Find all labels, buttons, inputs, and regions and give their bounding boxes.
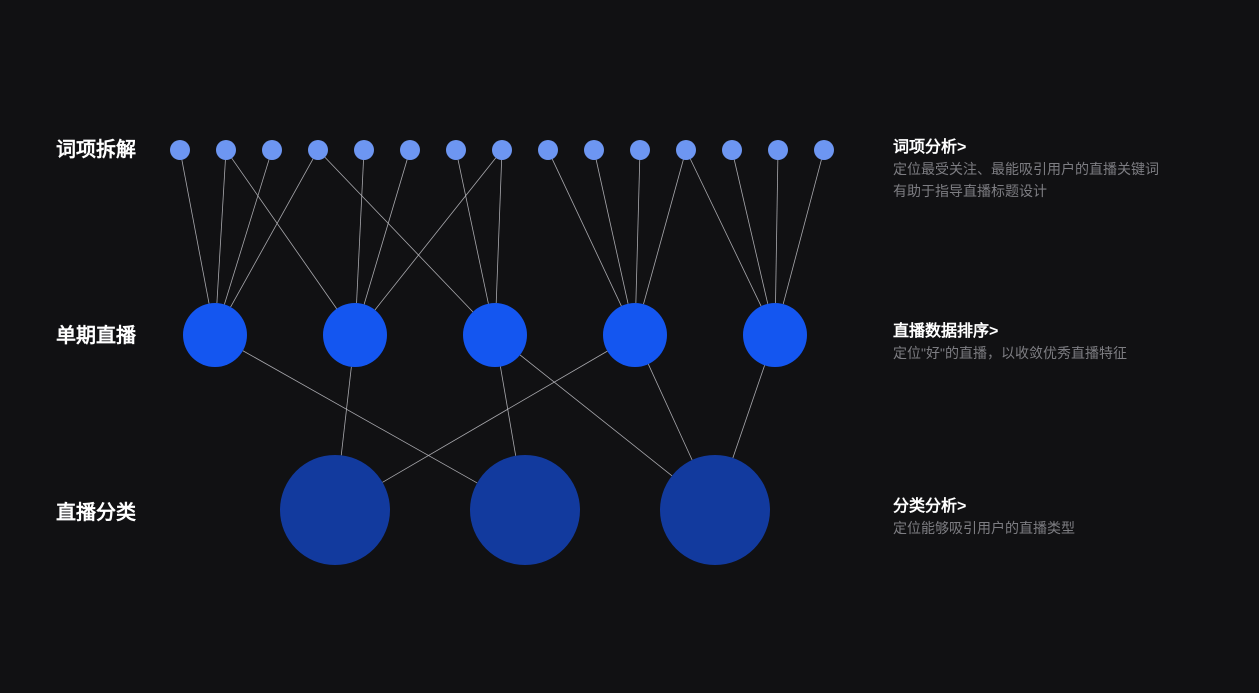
annotation-0-line-0: 定位最受关注、最能吸引用户的直播关键词 (893, 161, 1159, 177)
edge (224, 160, 269, 305)
annotation-2-title: 分类分析> (893, 496, 966, 515)
row-label-top: 词项拆解 (56, 137, 136, 161)
edge (776, 160, 778, 303)
annotation-0-title: 词项分析> (893, 137, 966, 156)
top-node-14 (814, 140, 834, 160)
top-node-8 (538, 140, 558, 160)
annotation-0-line-1: 有助于指导直播标题设计 (893, 183, 1047, 199)
edge (648, 364, 692, 460)
mid-node-1 (323, 303, 387, 367)
edge (500, 367, 515, 456)
edge (596, 160, 628, 304)
edge (496, 160, 501, 303)
edge (231, 159, 314, 307)
top-node-7 (492, 140, 512, 160)
edge (375, 158, 496, 310)
row-label-mid: 单期直播 (56, 323, 137, 347)
edge (733, 365, 765, 458)
top-node-12 (722, 140, 742, 160)
annotation-2-line-0: 定位能够吸引用户的直播类型 (893, 520, 1075, 536)
bot-node-0 (280, 455, 390, 565)
nodes-layer (170, 140, 834, 565)
top-node-3 (308, 140, 328, 160)
edge (325, 157, 473, 312)
edge (357, 160, 364, 303)
edge (734, 160, 767, 304)
top-node-0 (170, 140, 190, 160)
mid-node-2 (463, 303, 527, 367)
edge (783, 160, 821, 304)
top-node-2 (262, 140, 282, 160)
top-node-11 (676, 140, 696, 160)
edge (232, 158, 337, 309)
edge (644, 160, 684, 305)
bot-node-2 (660, 455, 770, 565)
top-node-4 (354, 140, 374, 160)
top-node-10 (630, 140, 650, 160)
annotations: 词项分析> 定位最受关注、最能吸引用户的直播关键词有助于指导直播标题设计直播数据排… (893, 137, 1159, 536)
edge (182, 160, 209, 304)
edge (552, 159, 621, 306)
mid-node-4 (743, 303, 807, 367)
top-node-9 (584, 140, 604, 160)
top-node-1 (216, 140, 236, 160)
edge (217, 160, 226, 303)
annotation-1-title: 直播数据排序> (893, 321, 998, 340)
edge (520, 355, 672, 476)
row-label-bot: 直播分类 (56, 500, 136, 524)
top-node-6 (446, 140, 466, 160)
mid-node-3 (603, 303, 667, 367)
edge (690, 159, 761, 306)
row-labels: 词项拆解单期直播直播分类 (56, 137, 137, 524)
top-node-13 (768, 140, 788, 160)
edge (636, 160, 640, 303)
edge (364, 160, 407, 305)
annotation-1-line-0: 定位"好"的直播，以收敛优秀直播特征 (893, 345, 1127, 361)
bot-node-1 (470, 455, 580, 565)
edge (458, 160, 488, 304)
mid-node-0 (183, 303, 247, 367)
top-node-5 (400, 140, 420, 160)
edge (383, 351, 608, 482)
